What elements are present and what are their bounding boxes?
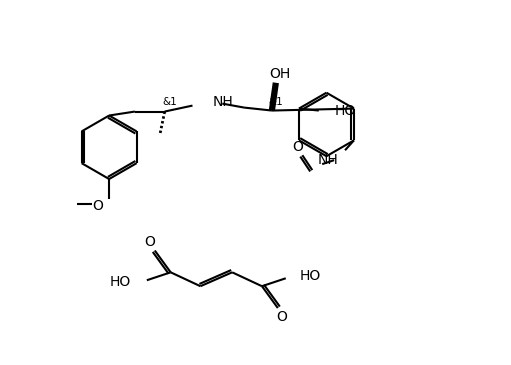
Text: HO: HO xyxy=(335,104,356,118)
Text: O: O xyxy=(145,235,155,249)
Text: HO: HO xyxy=(299,269,321,283)
Text: O: O xyxy=(292,140,303,154)
Text: &1: &1 xyxy=(162,97,177,107)
Text: NH: NH xyxy=(317,153,338,167)
Text: O: O xyxy=(276,310,287,324)
Text: OH: OH xyxy=(269,67,290,81)
Text: O: O xyxy=(92,199,103,213)
Text: NH: NH xyxy=(213,95,233,109)
Text: &1: &1 xyxy=(268,97,283,107)
Text: HO: HO xyxy=(110,275,131,289)
